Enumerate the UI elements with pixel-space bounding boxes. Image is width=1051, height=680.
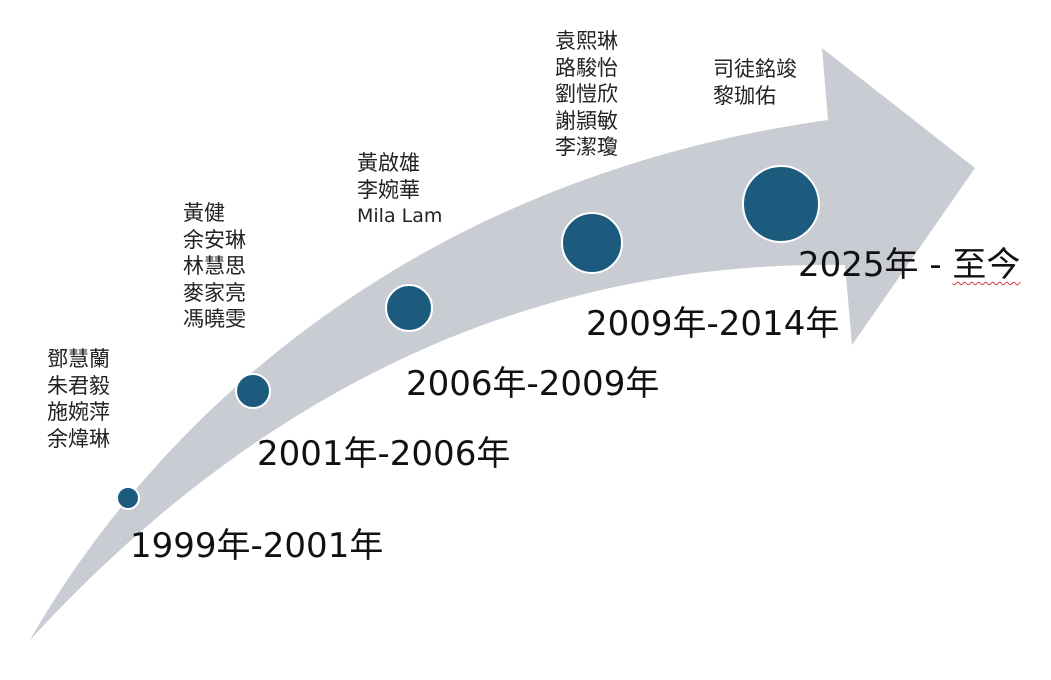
member-name: 司徒銘竣 — [713, 57, 797, 81]
stage-dot-3 — [385, 284, 433, 332]
member-name: 黎珈佑 — [713, 83, 776, 108]
stage-dot-4 — [561, 212, 623, 274]
stage-5-period-end: 至今 — [952, 245, 1021, 285]
stage-2-names: 黃健 余安琳 林慧思 麥家亮 馮曉雯 — [183, 200, 246, 333]
stage-4-period: 2009年-2014年 — [586, 304, 840, 344]
member-name: 麥家亮 — [183, 280, 246, 305]
member-name: 林慧思 — [183, 254, 246, 278]
member-name: 李婉華 — [357, 177, 420, 202]
stage-2-period: 2001年-2006年 — [257, 434, 511, 474]
arrow-shape — [30, 48, 975, 640]
member-name: 余安琳 — [183, 227, 246, 252]
member-name: 余煒琳 — [47, 426, 110, 451]
member-name: 劉愷欣 — [555, 82, 618, 106]
member-name: 鄧慧蘭 — [47, 347, 110, 371]
member-name: 施婉萍 — [47, 400, 110, 424]
member-name: Mila Lam — [357, 205, 443, 227]
stage-dot-5 — [742, 165, 820, 243]
stage-1-period: 1999年-2001年 — [130, 526, 384, 566]
member-name: 黃啟雄 — [357, 151, 420, 175]
member-name: 朱君毅 — [47, 373, 110, 398]
member-name: 謝頴敏 — [555, 108, 618, 133]
stage-dot-1 — [116, 486, 140, 510]
stage-1-names: 鄧慧蘭 朱君毅 施婉萍 余煒琳 — [47, 346, 110, 452]
stage-5-names: 司徒銘竣 黎珈佑 — [713, 56, 797, 109]
stage-4-names: 袁熙琳 路駿怡 劉愷欣 謝頴敏 李潔瓊 — [555, 28, 618, 161]
member-name: 李潔瓊 — [555, 135, 618, 159]
member-name: 馮曉雯 — [183, 307, 246, 331]
stage-5-period-start: 2025年 - — [798, 245, 953, 285]
stage-dot-2 — [235, 373, 271, 409]
stage-3-names: 黃啟雄 李婉華 Mila Lam — [357, 150, 442, 230]
stage-3-period: 2006年-2009年 — [406, 364, 660, 404]
member-name: 袁熙琳 — [555, 29, 618, 53]
member-name: 路駿怡 — [555, 55, 618, 80]
stage-5-period: 2025年 - 至今 — [798, 248, 1020, 282]
member-name: 黃健 — [183, 201, 225, 225]
